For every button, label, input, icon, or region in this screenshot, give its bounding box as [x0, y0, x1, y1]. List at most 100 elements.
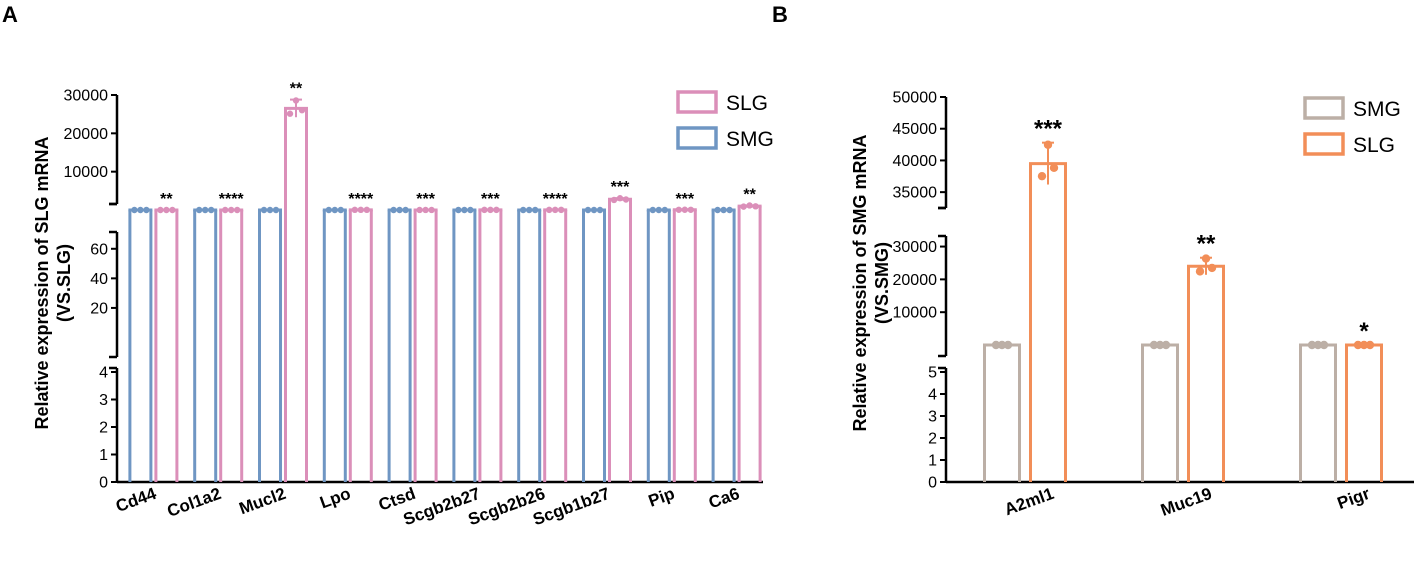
b-bar-pigr-slg-dot [1353, 340, 1363, 350]
a-bar-cd44-slg-dot [157, 206, 164, 214]
a-bar-scgb1b27-smg-dot [590, 206, 598, 214]
b-bar-muc19-slg-dot [1201, 254, 1211, 263]
a-bar-mucl2-smg-dot [266, 206, 274, 214]
b-y-tick-label: 50000 [893, 90, 938, 107]
a-y-tick-label: 0 [99, 475, 108, 492]
b-y-tick-label: 30000 [893, 239, 938, 256]
panel-label-a: A [2, 2, 18, 27]
b-y-tick-label: 5 [928, 365, 937, 382]
a-y-tick-label: 1 [99, 447, 108, 464]
a-y-tick-label: 60 [90, 241, 108, 258]
a-bar-mucl2-smg-dot [272, 206, 280, 214]
a-bar-lpo-slg-dot [357, 206, 364, 214]
panel-a-chart: Relative expression of SLG mRNA (VS.SLG)… [32, 81, 774, 530]
panel-label-b: B [772, 2, 788, 27]
b-bar-a2ml1-slg-dot [1037, 171, 1047, 181]
a-bar-mucl2-slg-dot [292, 97, 300, 104]
b-bar-a2ml1-smg-dot [991, 340, 1001, 350]
b-bar-pigr-slg-dot [1359, 340, 1369, 350]
a-bar-mucl2-slg-dot [298, 106, 306, 114]
b-bar-pigr-slg-dot [1365, 340, 1375, 350]
a-significance-lpo: **** [348, 191, 374, 208]
b-y-tick-label: 1 [928, 453, 937, 470]
a-bar-col1a2-slg-dot [228, 206, 235, 214]
a-bar-pip-smg-dot [661, 206, 668, 214]
a-bar-pip-slg-dot [675, 206, 682, 213]
a-bar-col1a2-smg-dot [208, 206, 215, 214]
b-y-tick-label: 3 [928, 409, 937, 426]
b-legend-label-slg: SLG [1353, 134, 1395, 157]
b-bar-muc19-smg-dot [1149, 340, 1159, 350]
a-bar-scgb1b27-slg-dot [622, 196, 630, 203]
a-bar-pip-slg-dot [681, 206, 688, 213]
a-bar-ca6-slg-dot [746, 202, 753, 209]
a-bar-pip-smg-dot [655, 206, 662, 214]
b-bar-pigr-smg-dot [1319, 340, 1329, 350]
a-x-tick-label-mucl2: Mucl2 [237, 484, 289, 518]
a-bar-lpo-smg-dot [337, 206, 344, 214]
a-bar-scgb2b27-slg-dot [481, 206, 488, 214]
a-bar-ctsd-slg-dot [428, 206, 435, 214]
a-bar-scgb2b27-slg-dot [493, 206, 500, 214]
a-y-tick-label: 3 [99, 392, 108, 409]
b-bar-muc19-smg-dot [1155, 340, 1165, 350]
a-bar-scgb1b27-smg-dot [596, 206, 604, 214]
a-bar-ca6-slg-dot [752, 203, 759, 210]
a-bar-cd44-smg-dot [131, 206, 138, 214]
a-x-tick-label-ca6: Ca6 [706, 484, 742, 513]
a-bar-mucl2-slg-dot [286, 110, 294, 117]
b-significance-muc19: ** [1197, 231, 1216, 258]
a-significance-scgb1b27: *** [611, 179, 630, 196]
a-bar-scgb2b26-smg-dot [532, 206, 539, 214]
a-x-tick-label-col1a2: Col1a2 [165, 484, 224, 521]
a-bar-ctsd-slg-dot [416, 206, 423, 214]
b-y-tick-label: 20000 [893, 272, 938, 289]
a-y-tick-label: 20 [90, 300, 108, 317]
b-y-tick-label: 2 [928, 431, 937, 448]
a-significance-ctsd: *** [416, 191, 435, 208]
a-bar-lpo-smg-dot [331, 206, 338, 214]
b-legend-label-smg: SMG [1353, 98, 1401, 121]
a-bar-lpo-slg-dot [363, 206, 370, 214]
a-legend-swatch-slg [676, 90, 718, 114]
a-y-tick-label: 30000 [64, 88, 109, 105]
a-bar-ca6-smg-dot [726, 206, 733, 214]
a-bar-ctsd-smg-dot [390, 206, 397, 214]
a-bar-scgb2b26-slg-dot [546, 206, 553, 214]
a-y-tick-label: 40 [90, 271, 108, 288]
a-bar-scgb2b26-smg-dot [520, 206, 527, 214]
b-y-tick-label: 35000 [893, 185, 938, 202]
b-y-tick-label: 45000 [893, 121, 938, 138]
b-y-tick-label: 4 [928, 387, 937, 404]
a-bar-ctsd-slg-dot [422, 206, 429, 214]
a-y-tick-label: 2 [99, 420, 108, 437]
b-y-tick-label: 40000 [893, 153, 938, 170]
a-legend-label-slg: SLG [726, 92, 768, 115]
a-bar-col1a2-smg-dot [202, 206, 209, 214]
a-significance-scgb2b27: *** [481, 191, 500, 208]
a-bar-scgb1b27-smg-dot [584, 206, 592, 214]
b-significance-pigr: * [1359, 318, 1369, 345]
a-significance-pip: *** [675, 191, 694, 208]
a-bar-col1a2-smg-dot [196, 206, 203, 214]
a-bar-col1a2-slg-dot [222, 206, 229, 214]
y-axis-sublabel-b: (VS.SMG) [872, 242, 892, 324]
y-axis-label-b: Relative expression of SMG mRNA [850, 134, 870, 431]
a-y-tick-label: 4 [99, 365, 108, 382]
y-axis-sublabel-a: (VS.SLG) [54, 244, 74, 322]
b-significance-a2ml1: *** [1034, 116, 1063, 143]
a-bar-ca6-smg-dot [720, 206, 727, 214]
b-bar-muc19-slg-dot [1195, 267, 1205, 276]
a-bar-ctsd-smg-dot [396, 206, 403, 214]
b-bar-muc19-slg-dot [1207, 263, 1217, 273]
a-bar-pip-smg-dot [649, 206, 656, 214]
panel-b-chart: Relative expression of SMG mRNA (VS.SMG)… [850, 90, 1414, 520]
a-bar-scgb1b27-slg-dot [610, 196, 618, 204]
a-bar-mucl2-smg-dot [260, 206, 268, 214]
a-legend-label-smg: SMG [726, 128, 774, 151]
a-bar-cd44-slg-dot [163, 206, 170, 214]
a-bar-pip-slg-dot [687, 206, 694, 213]
b-bar-a2ml1-smg-dot [997, 340, 1007, 350]
a-legend-swatch-smg [676, 126, 718, 150]
